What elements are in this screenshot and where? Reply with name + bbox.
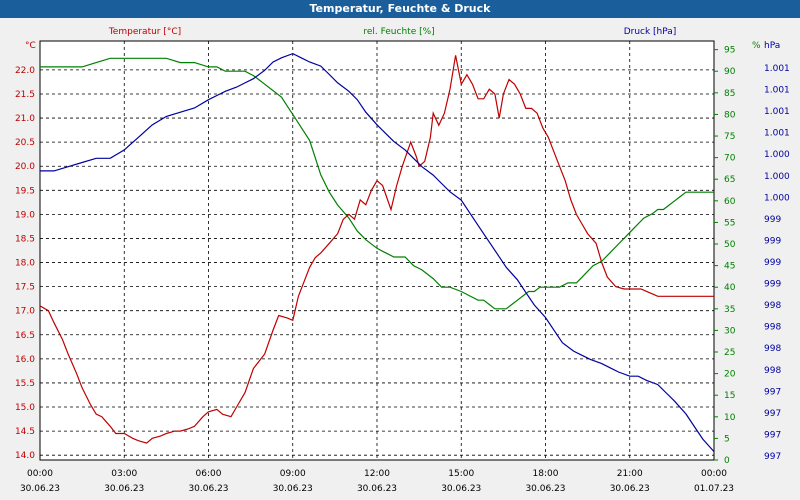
pressure-tick-1: 997 xyxy=(764,430,781,440)
x-tick-date-6: 30.06.23 xyxy=(525,484,565,494)
humidity-tick-16: 80 xyxy=(724,110,736,120)
pressure-series-line xyxy=(40,52,715,453)
temperature-tick-4: 16.0 xyxy=(15,355,35,365)
pressure-tick-11: 999 xyxy=(764,215,781,225)
temperature-tick-11: 19.5 xyxy=(15,186,35,196)
x-tick-date-1: 30.06.23 xyxy=(104,484,144,494)
temperature-tick-15: 21.5 xyxy=(15,90,35,100)
temperature-tick-12: 20.0 xyxy=(15,162,35,172)
x-tick-date-0: 30.06.23 xyxy=(20,484,60,494)
series-group xyxy=(39,52,715,453)
humidity-axis-label: rel. Feuchte [%] xyxy=(363,27,434,37)
x-tick-date-5: 30.06.23 xyxy=(441,484,481,494)
temperature-tick-5: 16.5 xyxy=(15,331,35,341)
x-ticks: 00:00 30.06.23 03:00 30.06.23 06:00 30.06.23 0… xyxy=(20,469,734,494)
humidity-tick-10: 50 xyxy=(724,240,736,250)
humidity-tick-0: 0 xyxy=(724,456,730,466)
pressure-tick-17: 1.001 xyxy=(764,86,790,96)
pressure-tick-12: 1.000 xyxy=(764,193,790,203)
temperature-tick-6: 17.0 xyxy=(15,307,35,317)
temperature-tick-16: 22.0 xyxy=(15,66,35,76)
humidity-tick-18: 90 xyxy=(724,67,736,77)
x-tick-time-7: 21:00 xyxy=(617,469,643,479)
x-tick-time-0: 00:00 xyxy=(27,469,53,479)
humidity-tick-1: 5 xyxy=(724,434,730,444)
humidity-unit-label: % xyxy=(752,41,761,51)
humidity-tick-9: 45 xyxy=(724,262,735,272)
temperature-tick-14: 21.0 xyxy=(15,114,35,124)
temperature-unit-label: °C xyxy=(25,41,36,51)
humidity-ticks: 0 5 10 15 20 25 30 35 40 45 50 55 60 65 70 75 80 85 90 95 xyxy=(714,46,736,466)
pressure-tick-7: 998 xyxy=(764,301,781,311)
pressure-ticks: 997 997 997 997 998 998 998 998 999 999 999 999 1.00… xyxy=(764,64,790,462)
humidity-tick-13: 65 xyxy=(724,175,735,185)
pressure-tick-0: 997 xyxy=(764,452,781,462)
pressure-tick-5: 998 xyxy=(764,344,781,354)
pressure-tick-15: 1.001 xyxy=(764,129,790,139)
humidity-tick-7: 35 xyxy=(724,305,735,315)
grid xyxy=(40,41,714,460)
humidity-tick-15: 75 xyxy=(724,132,735,142)
pressure-tick-4: 998 xyxy=(764,366,781,376)
humidity-tick-6: 30 xyxy=(724,326,736,336)
x-tick-time-1: 03:00 xyxy=(111,469,137,479)
x-tick-time-3: 09:00 xyxy=(280,469,306,479)
temperature-tick-3: 15.5 xyxy=(15,379,35,389)
pressure-tick-2: 997 xyxy=(764,409,781,419)
humidity-tick-3: 15 xyxy=(724,391,735,401)
temperature-series-line xyxy=(39,55,714,444)
pressure-tick-14: 1.000 xyxy=(764,150,790,160)
humidity-tick-2: 10 xyxy=(724,413,736,423)
temperature-tick-1: 14.5 xyxy=(15,427,35,437)
x-tick-time-5: 15:00 xyxy=(448,469,474,479)
x-tick-time-8: 00:00 xyxy=(701,469,727,479)
humidity-tick-11: 55 xyxy=(724,218,735,228)
x-tick-time-4: 12:00 xyxy=(364,469,390,479)
temperature-tick-13: 20.5 xyxy=(15,138,35,148)
humidity-tick-8: 40 xyxy=(724,283,736,293)
pressure-tick-16: 1.001 xyxy=(764,107,790,117)
pressure-axis-label: Druck [hPa] xyxy=(624,27,677,37)
pressure-tick-9: 999 xyxy=(764,258,781,268)
x-tick-date-7: 30.06.23 xyxy=(610,484,650,494)
x-tick-time-2: 06:00 xyxy=(196,469,222,479)
temperature-axis-label: Temperatur [°C] xyxy=(108,27,181,37)
x-tick-date-8: 01.07.23 xyxy=(694,484,734,494)
window-title-bar: Temperatur, Feuchte & Druck xyxy=(0,0,800,18)
temperature-tick-7: 17.5 xyxy=(15,283,35,293)
x-tick-date-4: 30.06.23 xyxy=(357,484,397,494)
x-tick-date-3: 30.06.23 xyxy=(273,484,313,494)
x-tick-time-6: 18:00 xyxy=(533,469,559,479)
window-title: Temperatur, Feuchte & Druck xyxy=(309,2,491,15)
pressure-tick-18: 1.001 xyxy=(764,64,790,74)
temperature-tick-8: 18.0 xyxy=(15,259,35,269)
x-tick-date-2: 30.06.23 xyxy=(188,484,228,494)
temperature-tick-9: 18.5 xyxy=(15,234,35,244)
temperature-tick-0: 14.0 xyxy=(15,451,35,461)
temperature-tick-2: 15.0 xyxy=(15,403,35,413)
temperature-tick-10: 19.0 xyxy=(15,210,35,220)
humidity-tick-14: 70 xyxy=(724,154,736,164)
pressure-tick-3: 997 xyxy=(764,387,781,397)
humidity-tick-12: 60 xyxy=(724,197,736,207)
pressure-unit-label: hPa xyxy=(764,41,780,51)
humidity-tick-4: 20 xyxy=(724,370,736,380)
pressure-tick-10: 999 xyxy=(764,236,781,246)
pressure-tick-13: 1.000 xyxy=(764,172,790,182)
temperature-ticks: 14.0 14.5 15.0 15.5 16.0 16.5 17.0 17.5 18.0 18.5… xyxy=(15,66,35,461)
pressure-tick-8: 999 xyxy=(764,280,781,290)
humidity-tick-5: 25 xyxy=(724,348,735,358)
humidity-tick-19: 95 xyxy=(724,46,735,56)
humidity-tick-17: 85 xyxy=(724,89,735,99)
humidity-series-line xyxy=(40,57,714,310)
pressure-tick-6: 998 xyxy=(764,323,781,333)
